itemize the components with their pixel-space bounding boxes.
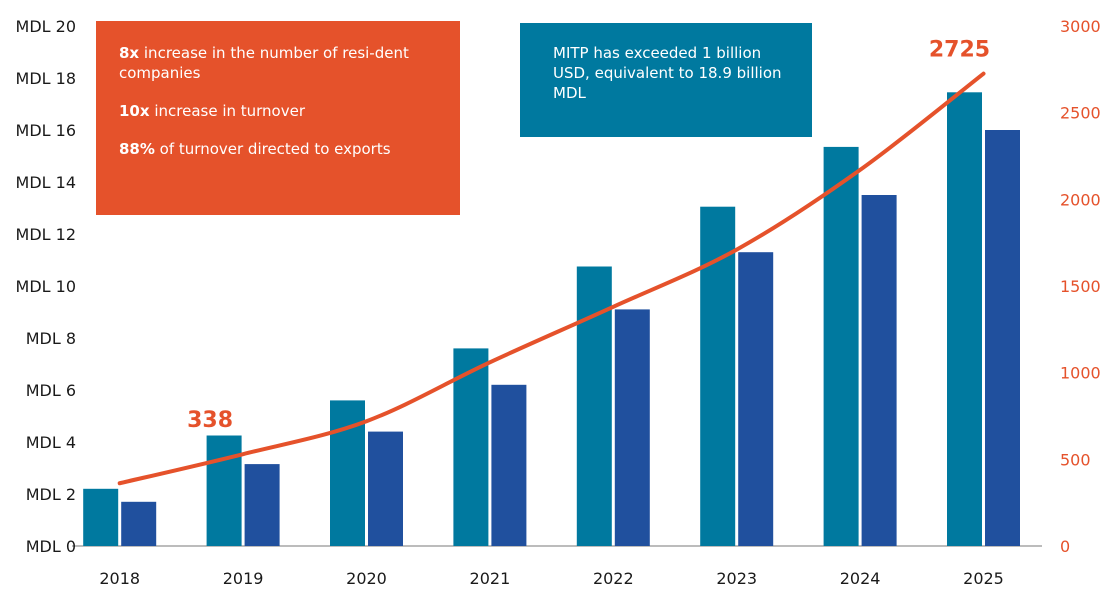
y-right-tick-label: 0 (1060, 537, 1070, 556)
bar-series-1 (206, 435, 242, 546)
bar-series-1 (453, 348, 489, 546)
x-tick-label: 2022 (593, 569, 634, 588)
y-left-tick-label: MDL 8 (26, 329, 76, 348)
line-value-label: 2725 (929, 38, 990, 63)
y-left-tick-label: MDL 18 (16, 69, 76, 88)
y-right-tick-label: 1000 (1060, 364, 1101, 383)
x-tick-label: 2018 (99, 569, 140, 588)
y-left-tick-label: MDL 14 (16, 173, 76, 192)
y-left-tick-label: MDL 4 (26, 433, 76, 452)
bar-series-1 (83, 488, 119, 546)
x-tick-label: 2021 (470, 569, 511, 588)
orange-annotation-box: 8x increase in the number of resi-dent c… (96, 21, 460, 215)
bar-series-2 (121, 501, 157, 546)
turnover-line (117, 71, 986, 486)
y-right-tick-label: 3000 (1060, 17, 1101, 36)
bar-series-2 (861, 195, 897, 546)
y-right-tick-label: 1500 (1060, 277, 1101, 296)
annotation-companies: 8x increase in the number of resi-dent c… (119, 44, 409, 82)
x-tick-label: 2024 (840, 569, 881, 588)
bar-series-1 (823, 146, 859, 546)
bar-series-2 (491, 384, 527, 546)
y-right-tick-label: 2000 (1060, 190, 1101, 209)
bar-series-2 (738, 252, 774, 546)
y-left-tick-label: MDL 6 (26, 381, 76, 400)
annotation-exports: 88% of turnover directed to exports (119, 140, 391, 158)
annotation-billion: MITP has exceeded 1 billion USD, equival… (553, 44, 782, 102)
annotation-turnover: 10x increase in turnover (119, 102, 306, 120)
y-left-tick-label: MDL 20 (16, 17, 76, 36)
x-tick-label: 2023 (716, 569, 757, 588)
y-right-tick-label: 2500 (1060, 104, 1101, 123)
orange-box-bg (96, 21, 460, 215)
x-tick-label: 2020 (346, 569, 387, 588)
bar-series-2 (244, 464, 280, 546)
line-value-label: 338 (187, 408, 233, 433)
bar-series-1 (576, 266, 612, 546)
y-left-tick-label: MDL 12 (16, 225, 76, 244)
bar-series-2 (985, 130, 1020, 546)
x-tick-label: 2019 (223, 569, 264, 588)
y-left-tick-label: MDL 10 (16, 277, 76, 296)
teal-box-bg (520, 23, 812, 137)
x-tick-label: 2025 (963, 569, 1004, 588)
bar-series-2 (614, 309, 650, 546)
bar-series-2 (368, 431, 403, 546)
teal-annotation-box: MITP has exceeded 1 billion USD, equival… (520, 23, 812, 137)
bar-series-1 (947, 92, 982, 547)
y-right-tick-label: 500 (1060, 450, 1091, 469)
y-left-tick-label: MDL 0 (26, 537, 76, 556)
y-left-tick-label: MDL 16 (16, 121, 76, 140)
y-left-tick-label: MDL 2 (26, 485, 76, 504)
